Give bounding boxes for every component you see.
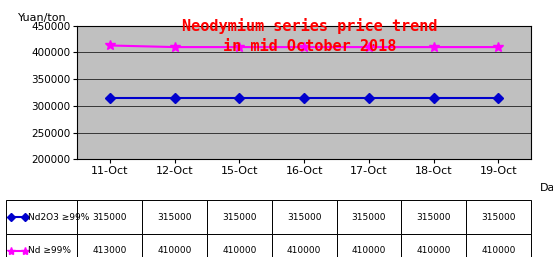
Text: Nd ≥99%: Nd ≥99% [28, 246, 71, 255]
Text: 315000: 315000 [416, 213, 451, 222]
Text: 413000: 413000 [92, 246, 127, 255]
Text: 315000: 315000 [287, 213, 321, 222]
Text: 410000: 410000 [416, 246, 451, 255]
Text: 315000: 315000 [92, 213, 127, 222]
Text: 315000: 315000 [222, 213, 257, 222]
Text: Nd2O3 ≥99%: Nd2O3 ≥99% [28, 213, 89, 222]
Text: 315000: 315000 [352, 213, 386, 222]
Text: Yuan/ton: Yuan/ton [18, 13, 67, 23]
Text: 410000: 410000 [481, 246, 516, 255]
Text: 410000: 410000 [352, 246, 386, 255]
Text: 315000: 315000 [158, 213, 192, 222]
Text: 410000: 410000 [222, 246, 257, 255]
Text: Date: Date [540, 183, 553, 194]
Text: 410000: 410000 [158, 246, 192, 255]
Text: 410000: 410000 [287, 246, 321, 255]
Text: Neodymium series price trend
in mid October 2018: Neodymium series price trend in mid Octo… [182, 18, 437, 54]
Text: 315000: 315000 [481, 213, 516, 222]
